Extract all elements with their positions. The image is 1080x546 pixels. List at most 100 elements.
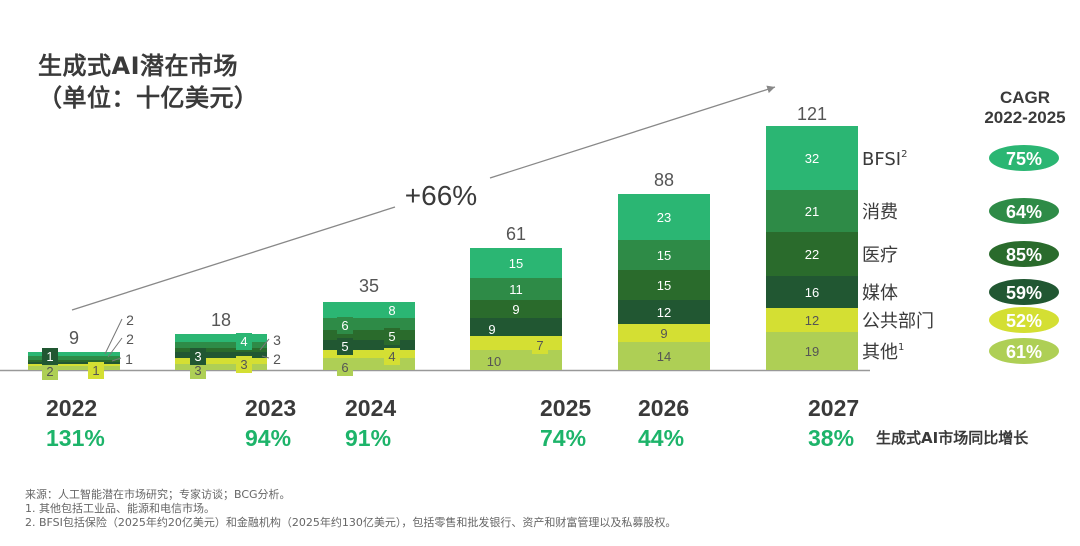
bar-total-label-2022: 9 <box>69 328 79 348</box>
bar-total-label-2025: 61 <box>506 224 526 244</box>
bar-segment-2026-公共部门 <box>618 324 710 342</box>
year-tick-label-2022: 2022 <box>46 395 97 421</box>
yoy-growth-label-2026: 44% <box>638 425 684 451</box>
legend-label-媒体: 媒体 <box>862 283 898 304</box>
bar-segment-2026-其他 <box>618 342 710 370</box>
segment-leader-line-2023-消费 <box>259 338 270 351</box>
bar-segment-2024-其他 <box>323 358 415 370</box>
bar-segment-2024-消费 <box>323 318 415 330</box>
bar-segment-2024-医疗 <box>323 330 415 340</box>
segment-value-label-2024-BFSI: 8 <box>388 303 395 318</box>
segment-label-tag-2024-媒体 <box>337 338 353 355</box>
segment-value-label-2023-媒体: 3 <box>194 349 201 364</box>
cagr-value-媒体: 59% <box>1006 283 1042 303</box>
segment-value-label-2025-医疗: 9 <box>512 302 519 317</box>
segment-value-label-2024-公共部门: 4 <box>388 349 395 364</box>
legend-label-BFSI: BFSI2 <box>862 149 908 170</box>
segment-value-label-2023-BFSI: 4 <box>240 334 247 349</box>
legend-footnote-marker: 1 <box>898 342 904 353</box>
bar-segment-2023-医疗 <box>175 348 267 352</box>
bar-total-label-2024: 35 <box>359 276 379 296</box>
bar-segment-2024-公共部门 <box>323 350 415 358</box>
segment-value-label-2025-媒体: 9 <box>488 322 495 337</box>
bar-segment-2025-公共部门 <box>470 336 562 350</box>
segment-value-label-2022-消费: 2 <box>126 331 134 347</box>
segment-value-label-2025-BFSI: 15 <box>509 256 523 271</box>
chart-unit-subtitle: （单位：十亿美元） <box>38 84 259 112</box>
overall-growth-label: +66% <box>405 180 477 211</box>
year-tick-label-2024: 2024 <box>345 395 396 421</box>
segment-value-label-2027-公共部门: 12 <box>805 313 819 328</box>
bar-segment-2023-其他 <box>175 364 267 370</box>
bar-segment-2022-消费 <box>28 356 120 360</box>
cagr-value-公共部门: 52% <box>1006 311 1042 331</box>
bar-segment-2026-医疗 <box>618 270 710 300</box>
segment-value-label-2023-医疗: 2 <box>273 351 281 367</box>
segment-value-label-2026-医疗: 15 <box>657 278 671 293</box>
bar-segment-2024-媒体 <box>323 340 415 350</box>
segment-label-tag-2024-其他 <box>337 359 353 376</box>
bar-segment-2022-其他 <box>28 366 120 370</box>
bar-segment-2027-其他 <box>766 332 858 370</box>
yoy-growth-label-2025: 74% <box>540 425 586 451</box>
bar-segment-2027-医疗 <box>766 232 858 276</box>
legend-label-公共部门: 公共部门 <box>862 311 934 332</box>
segment-value-label-2027-医疗: 22 <box>805 247 819 262</box>
growth-caption: 生成式AI市场同比增长 <box>876 429 1029 447</box>
cagr-value-消费: 64% <box>1006 202 1042 222</box>
bar-segment-2022-BFSI <box>28 352 120 356</box>
segment-label-tag-2022-其他 <box>42 363 58 380</box>
segment-leader-line-2022-消费 <box>107 337 123 358</box>
segment-value-label-2026-公共部门: 9 <box>660 326 667 341</box>
segment-value-label-2022-医疗: 1 <box>125 351 133 367</box>
segment-value-label-2022-媒体: 1 <box>46 349 53 364</box>
segment-value-label-2023-公共部门: 3 <box>240 357 247 372</box>
segment-value-label-2022-公共部门: 1 <box>92 363 99 378</box>
bar-segment-2025-消费 <box>470 278 562 300</box>
segment-leader-line-2022-医疗 <box>111 357 122 362</box>
bar-segment-2027-媒体 <box>766 276 858 308</box>
segment-value-label-2024-消费: 6 <box>341 318 348 333</box>
segment-label-tag-2024-消费 <box>337 317 353 334</box>
year-tick-label-2023: 2023 <box>245 395 296 421</box>
cagr-pill-消费 <box>989 198 1059 224</box>
bar-segment-2023-媒体 <box>175 352 267 358</box>
segment-value-label-2026-媒体: 12 <box>657 305 671 320</box>
legend-label-医疗: 医疗 <box>862 245 898 266</box>
yoy-growth-label-2023: 94% <box>245 425 291 451</box>
bar-segment-2027-公共部门 <box>766 308 858 332</box>
segment-value-label-2025-公共部门: 7 <box>536 338 543 353</box>
year-tick-label-2027: 2027 <box>808 395 859 421</box>
bar-segment-2025-BFSI <box>470 248 562 278</box>
bar-segment-2023-BFSI <box>175 334 267 342</box>
segment-label-tag-2023-公共部门 <box>236 356 252 373</box>
segment-label-tag-2023-其他 <box>190 362 206 379</box>
yoy-growth-label-2022: 131% <box>46 425 105 451</box>
yoy-growth-label-2024: 91% <box>345 425 391 451</box>
cagr-value-医疗: 85% <box>1006 245 1042 265</box>
bar-total-label-2023: 18 <box>211 310 231 330</box>
segment-value-label-2026-BFSI: 23 <box>657 210 671 225</box>
bar-segment-2026-消费 <box>618 240 710 270</box>
segment-value-label-2022-其他: 2 <box>46 364 53 379</box>
segment-value-label-2024-媒体: 5 <box>341 339 348 354</box>
cagr-pill-媒体 <box>989 279 1059 305</box>
bar-total-label-2027: 121 <box>797 104 827 124</box>
bar-segment-2025-医疗 <box>470 300 562 318</box>
bar-segment-2023-消费 <box>175 342 267 348</box>
segment-value-label-2024-其他: 6 <box>341 360 348 375</box>
segment-label-tag-2025-公共部门 <box>532 337 548 354</box>
segment-value-label-2023-其他: 3 <box>194 363 201 378</box>
footnote-source: 来源：人工智能潜在市场研究；专家访谈；BCG分析。 <box>25 488 291 501</box>
bar-segment-2023-公共部门 <box>175 358 267 364</box>
bar-segment-2022-公共部门 <box>28 364 120 366</box>
segment-leader-line-2022-BFSI <box>104 318 123 355</box>
trend-arrow-line-left <box>71 206 396 311</box>
segment-value-label-2026-消费: 15 <box>657 248 671 263</box>
cagr-pill-其他 <box>989 338 1059 364</box>
chart-title: 生成式AI潜在市场 <box>38 52 239 80</box>
segment-value-label-2026-其他: 14 <box>657 349 671 364</box>
segment-value-label-2023-消费: 3 <box>273 332 281 348</box>
legend-label-消费: 消费 <box>862 202 898 223</box>
